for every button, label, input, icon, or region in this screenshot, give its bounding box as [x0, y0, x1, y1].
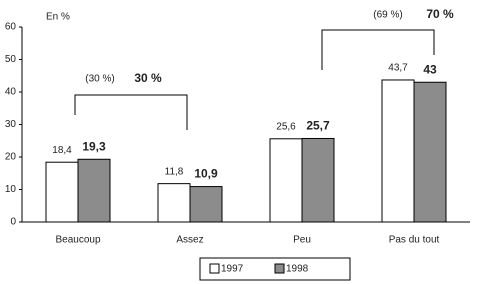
legend-swatch [274, 263, 285, 274]
bar [157, 183, 191, 223]
bracket [321, 29, 435, 70]
annotation: 70 % [426, 7, 454, 21]
bar [189, 186, 223, 223]
bracket [74, 94, 188, 130]
value-label: 25,6 [276, 121, 296, 132]
x-tick-label: Beaucoup [55, 235, 100, 246]
bar [77, 158, 111, 223]
y-tick-label: 20 [5, 152, 17, 163]
y-tick-label: 30 [5, 119, 17, 130]
y-tick-label: 0 [10, 217, 16, 228]
x-tick-label: Assez [176, 235, 203, 246]
value-label: 43,7 [388, 63, 408, 74]
x-tick-label: Pas du tout [389, 235, 440, 246]
y-tick-label: 40 [5, 87, 17, 98]
legend-label: 1997 [221, 264, 244, 275]
legend-swatch [209, 263, 220, 274]
y-axis-label: En % [46, 12, 70, 23]
y-tick-label: 10 [5, 184, 17, 195]
bar [45, 161, 79, 223]
annotation: (69 %) [373, 10, 402, 21]
value-label: 43 [423, 62, 437, 76]
annotation: (30 %) [85, 74, 114, 85]
x-tick-label: Peu [293, 235, 311, 246]
bar [269, 138, 303, 223]
bar [381, 79, 415, 223]
bar [413, 81, 447, 223]
value-label: 10,9 [194, 167, 218, 181]
legend-label: 1998 [286, 264, 309, 275]
y-tick-label: 50 [5, 54, 17, 65]
value-label: 11,8 [165, 166, 184, 177]
value-label: 19,3 [82, 139, 106, 153]
bar [301, 137, 335, 223]
annotation: 30 % [134, 71, 162, 85]
value-label: 18,4 [52, 145, 72, 156]
value-label: 25,7 [306, 119, 330, 133]
y-tick-label: 60 [5, 22, 17, 33]
